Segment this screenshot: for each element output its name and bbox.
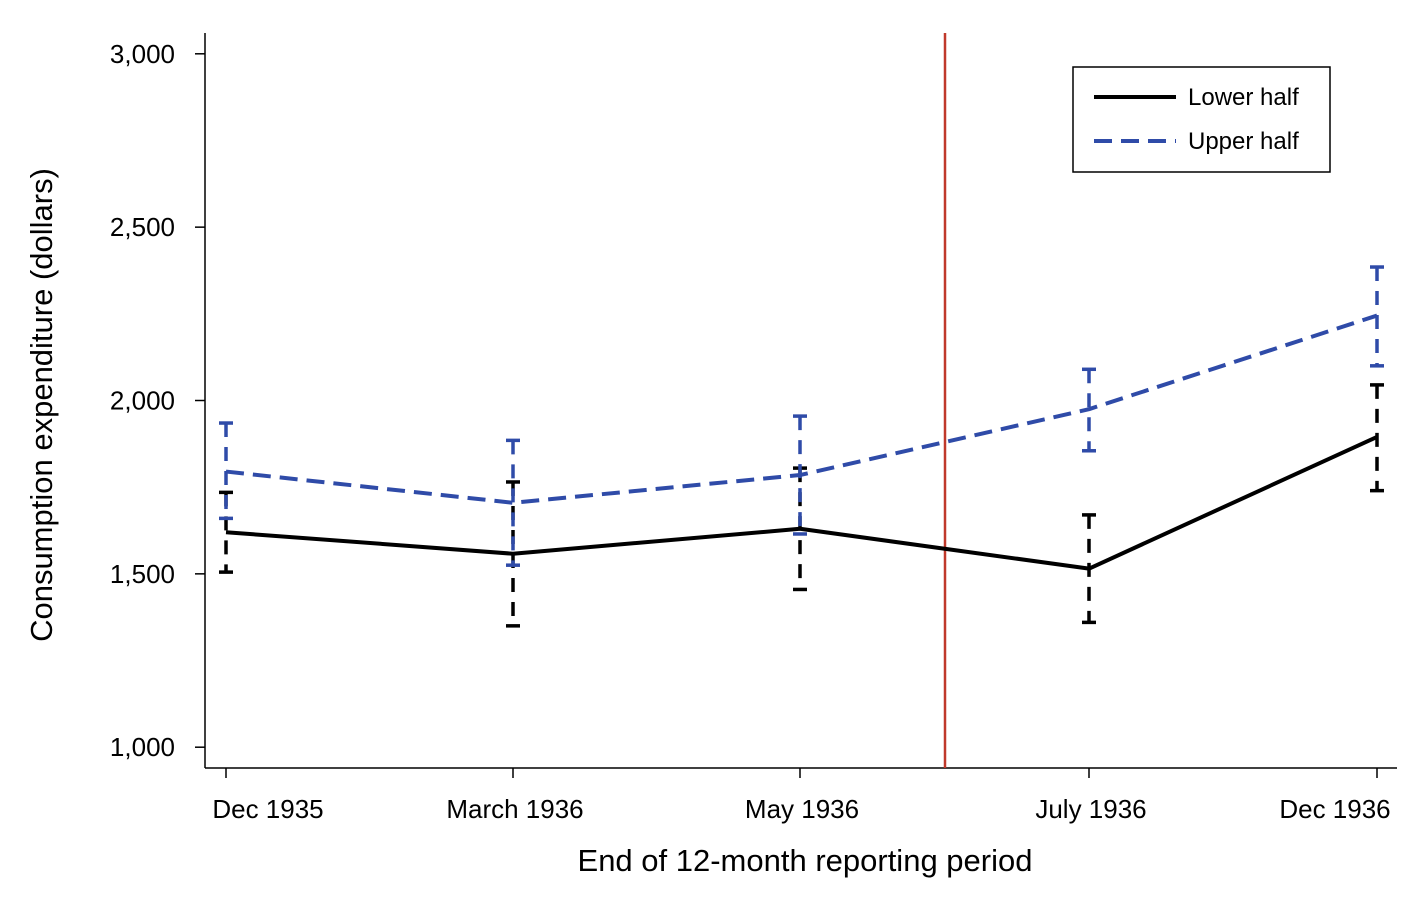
y-tick-label: 3,000 <box>110 39 175 69</box>
series-layer <box>219 265 1384 628</box>
y-tick-label: 1,000 <box>110 732 175 762</box>
series-line <box>225 435 1378 571</box>
x-tick-label: March 1936 <box>446 794 583 824</box>
series-line <box>225 313 1378 505</box>
legend-box <box>1072 66 1331 173</box>
x-axis-title: End of 12-month reporting period <box>578 843 1033 878</box>
x-tick-label: May 1936 <box>745 794 859 824</box>
legend-label: Lower half <box>1188 84 1299 111</box>
axes: 1,000 1,500 2,000 2,500 3,000 Dec 1935 March 1… <box>110 33 1397 824</box>
x-tick-label: Dec 1936 <box>1279 794 1390 824</box>
y-tick-label: 2,000 <box>110 386 175 416</box>
y-tick-label: 2,500 <box>110 212 175 242</box>
x-tick-label: Dec 1935 <box>212 794 323 824</box>
series-upper-half <box>219 265 1384 567</box>
legend-label: Upper half <box>1188 128 1299 155</box>
y-axis-title: Consumption expenditure (dollars) <box>24 168 59 642</box>
x-tick-label: July 1936 <box>1035 794 1146 824</box>
legend: Lower half Upper half <box>1072 66 1331 173</box>
y-tick-label: 1,500 <box>110 559 175 589</box>
